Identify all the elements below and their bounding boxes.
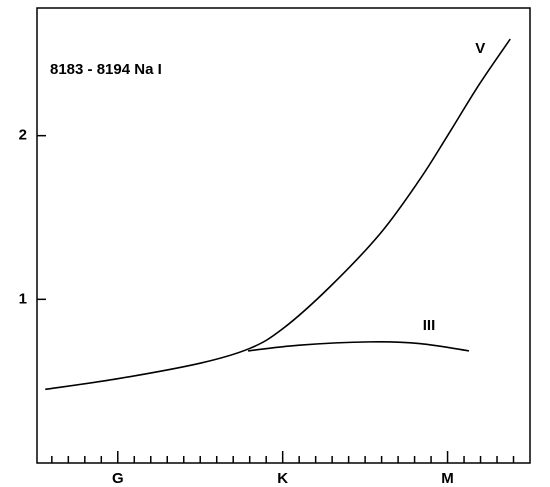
x-tick-label: M: [441, 470, 454, 487]
chart-title: 8183 - 8194 Na I: [50, 61, 162, 78]
x-tick-label: G: [112, 470, 124, 487]
series-label: III: [423, 317, 436, 334]
y-tick-label: 1: [19, 290, 27, 307]
y-tick-label: 2: [19, 127, 27, 144]
plot-frame: [36, 7, 531, 464]
x-tick-label: K: [277, 470, 288, 487]
line-series: [45, 38, 511, 391]
series-label: V: [475, 40, 485, 57]
line-series: [247, 341, 470, 352]
